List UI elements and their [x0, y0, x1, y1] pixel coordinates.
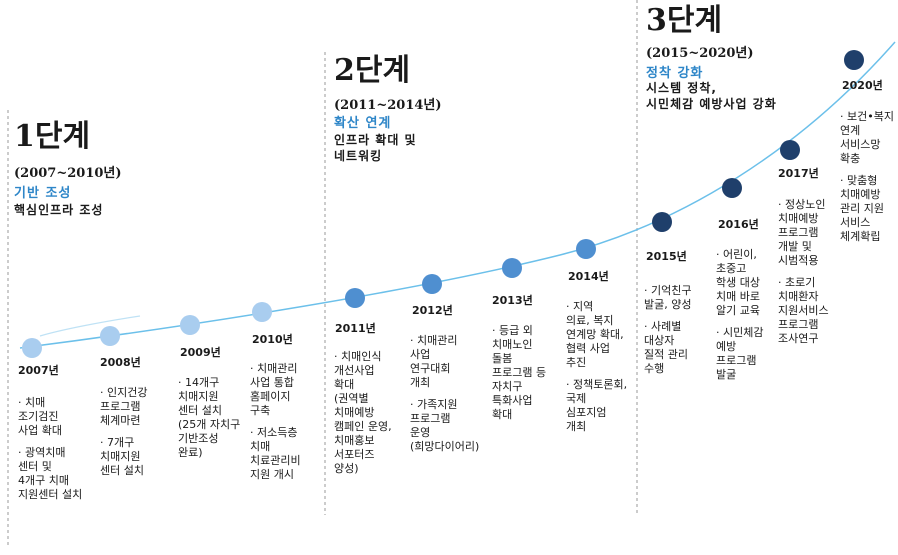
milestone-year: 2015년 — [646, 250, 687, 263]
milestone-year: 2012년 — [412, 304, 453, 317]
milestone-year: 2011년 — [335, 322, 376, 335]
milestone-notes: · 정상노인 치매예방 프로그램 개발 및 시범적용 · 초로기 치매환자 지원서비스 프로그… — [778, 198, 829, 345]
milestone-dot — [345, 288, 365, 308]
milestone-dot — [780, 140, 800, 160]
milestone-notes: · 보건•복지 연계 서비스망 확충 · 맞춤형 치매예방 관리 지원 서비스 체계확립 — [840, 110, 894, 243]
stage-3-theme: 정착 강화 — [646, 66, 704, 81]
stage-2-title: 2단계 — [334, 53, 411, 88]
milestone-dot — [252, 302, 272, 322]
milestone-dot — [576, 239, 596, 259]
milestone-year: 2016년 — [718, 218, 759, 231]
stage-2-theme: 확산 연계 — [334, 116, 392, 131]
milestone-year: 2013년 — [492, 294, 533, 307]
milestone-notes: · 어린이, 초중고 학생 대상 치매 바로 알기 교육 · 시민체감 예방 프로그램 발굴 — [716, 248, 764, 381]
stage-1-title: 1단계 — [14, 119, 91, 154]
stage-3-desc: 시스템 정착, 시민체감 예방사업 강화 — [646, 81, 777, 111]
milestone-year: 2009년 — [180, 346, 221, 359]
milestone-notes: · 치매인식 개선사업 확대 (권역별 치매예방 캠페인 운영, 치매홍보 서포터즈 양성) — [334, 350, 392, 475]
milestone-year: 2020년 — [842, 79, 883, 92]
stage-1-theme: 기반 조성 — [14, 186, 72, 201]
milestone-dot — [652, 212, 672, 232]
milestone-dot — [100, 326, 120, 346]
stage-1-desc: 핵심인프라 조성 — [14, 203, 104, 217]
milestone-year: 2014년 — [568, 270, 609, 283]
stage-2-desc: 인프라 확대 및 네트워킹 — [334, 133, 417, 163]
milestone-notes: · 치매관리 사업 통합 홈페이지 구축 · 저소득층 치매 치료관리비 지원 개시 — [250, 362, 301, 481]
milestone-dot — [502, 258, 522, 278]
milestone-year: 2008년 — [100, 356, 141, 369]
milestone-notes: · 치매 조기검진 사업 확대 · 광역치매 센터 및 4개구 치매 지원센터 설치 — [18, 396, 83, 501]
timeline-curve-tail — [39, 315, 141, 337]
milestone-dot — [22, 338, 42, 358]
milestone-dot — [422, 274, 442, 294]
stage-3-title: 3단계 — [646, 3, 723, 38]
milestone-dot — [844, 50, 864, 70]
milestone-notes: · 기억친구 발굴, 양성 · 사례별 대상자 질적 관리 수행 — [644, 284, 692, 375]
milestone-notes: · 등급 외 치매노인 돌봄 프로그램 등 자치구 특화사업 확대 — [492, 324, 547, 421]
stage-2-period: (2011~2014년) — [334, 98, 442, 113]
milestone-notes: · 인지건강 프로그램 체계마련 · 7개구 치매지원 센터 설치 — [100, 386, 148, 477]
stage-3-period: (2015~2020년) — [646, 46, 754, 61]
milestone-notes: · 지역 의료, 복지 연계망 확대, 협력 사업 추진 · 정책토론회, 국제 심포지엄 개… — [566, 300, 628, 433]
milestone-dot — [180, 315, 200, 335]
milestone-year: 2007년 — [18, 364, 59, 377]
stage-1-period: (2007~2010년) — [14, 166, 122, 181]
milestone-year: 2017년 — [778, 167, 819, 180]
milestone-year: 2010년 — [252, 333, 293, 346]
milestone-dot — [722, 178, 742, 198]
milestone-notes: · 14개구 치매지원 센터 설치 (25개 자치구 기반조성 완료) — [178, 376, 241, 459]
milestone-notes: · 치매관리 사업 연구대회 개최 · 가족지원 프로그램 운영 (희망다이어리) — [410, 334, 480, 453]
